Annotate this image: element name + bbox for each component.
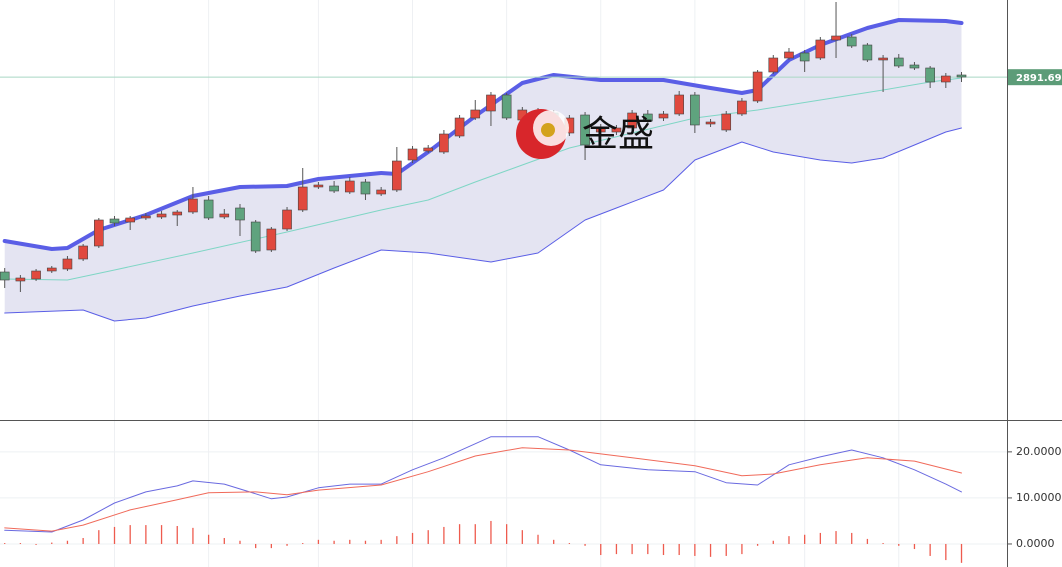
candle-body [188, 198, 198, 213]
candle-body [862, 44, 873, 61]
candle-body [690, 94, 700, 126]
candle-body [62, 258, 73, 270]
candle-body [15, 277, 26, 282]
candle-body [611, 127, 622, 133]
candle-body [956, 74, 967, 78]
candle-body [737, 100, 747, 115]
candle-body [595, 126, 606, 133]
candle-body [815, 39, 826, 59]
macd-line [4, 436, 962, 533]
candle-body [266, 228, 277, 251]
candle-body [344, 180, 355, 193]
candle-body [407, 148, 418, 161]
candle-body [109, 218, 120, 224]
candle-body [486, 94, 496, 112]
price-pane [0, 0, 1007, 420]
macd-line [4, 447, 962, 532]
candle-body [282, 209, 292, 230]
band-line [4, 127, 962, 322]
candle-body [941, 75, 951, 83]
candle-body [454, 117, 465, 137]
candle-body [78, 245, 88, 260]
candle-body [392, 160, 402, 191]
candle-body [580, 114, 590, 146]
y-tick-label: 20.0000 [1016, 445, 1062, 458]
candle-body [721, 113, 732, 131]
band-line [4, 77, 962, 281]
candle-body [360, 181, 371, 195]
candle-body [439, 133, 449, 153]
last-price-tag [1008, 69, 1062, 86]
candle-body [925, 67, 935, 83]
candle-body [752, 71, 763, 102]
band-fill [4, 20, 962, 321]
candle-body [376, 189, 386, 195]
candle-body [627, 112, 637, 129]
candle-body [470, 109, 481, 119]
candle-body [658, 113, 669, 119]
candle-body [94, 219, 104, 247]
candle-body [784, 51, 794, 59]
candle-body [799, 52, 810, 62]
candle-body [46, 267, 57, 272]
candle-body [831, 35, 841, 41]
candle-body [172, 211, 183, 216]
candle-body [125, 217, 135, 223]
candle-body [203, 199, 214, 219]
candle-body [674, 94, 684, 115]
candle-body [501, 94, 512, 119]
candle-body [235, 207, 245, 221]
candle-body [250, 221, 261, 252]
last-price-label: 2891.69 [1016, 73, 1062, 84]
candle-body [297, 186, 308, 211]
macd-pane [0, 421, 1007, 567]
y-tick-label: 0.0000 [1016, 537, 1055, 550]
candle-body [768, 57, 779, 73]
candle-body [423, 147, 434, 152]
candle-body [313, 184, 324, 188]
candle-body [643, 113, 653, 122]
candle-body [878, 57, 888, 61]
y-tick-label: 10.0000 [1016, 491, 1062, 504]
candle-body [846, 36, 857, 47]
logo-dot [541, 123, 555, 137]
candle-body [329, 185, 339, 192]
candle-body [31, 270, 41, 280]
candle-body [141, 215, 151, 219]
candle-body [909, 64, 920, 69]
watermark: 金盛 [516, 109, 654, 159]
candle-body [893, 57, 904, 67]
candle-body [0, 271, 10, 281]
candle-body [705, 121, 716, 125]
watermark-text: 金盛 [582, 114, 654, 155]
candle-body [219, 213, 230, 218]
candle-body [156, 213, 167, 218]
